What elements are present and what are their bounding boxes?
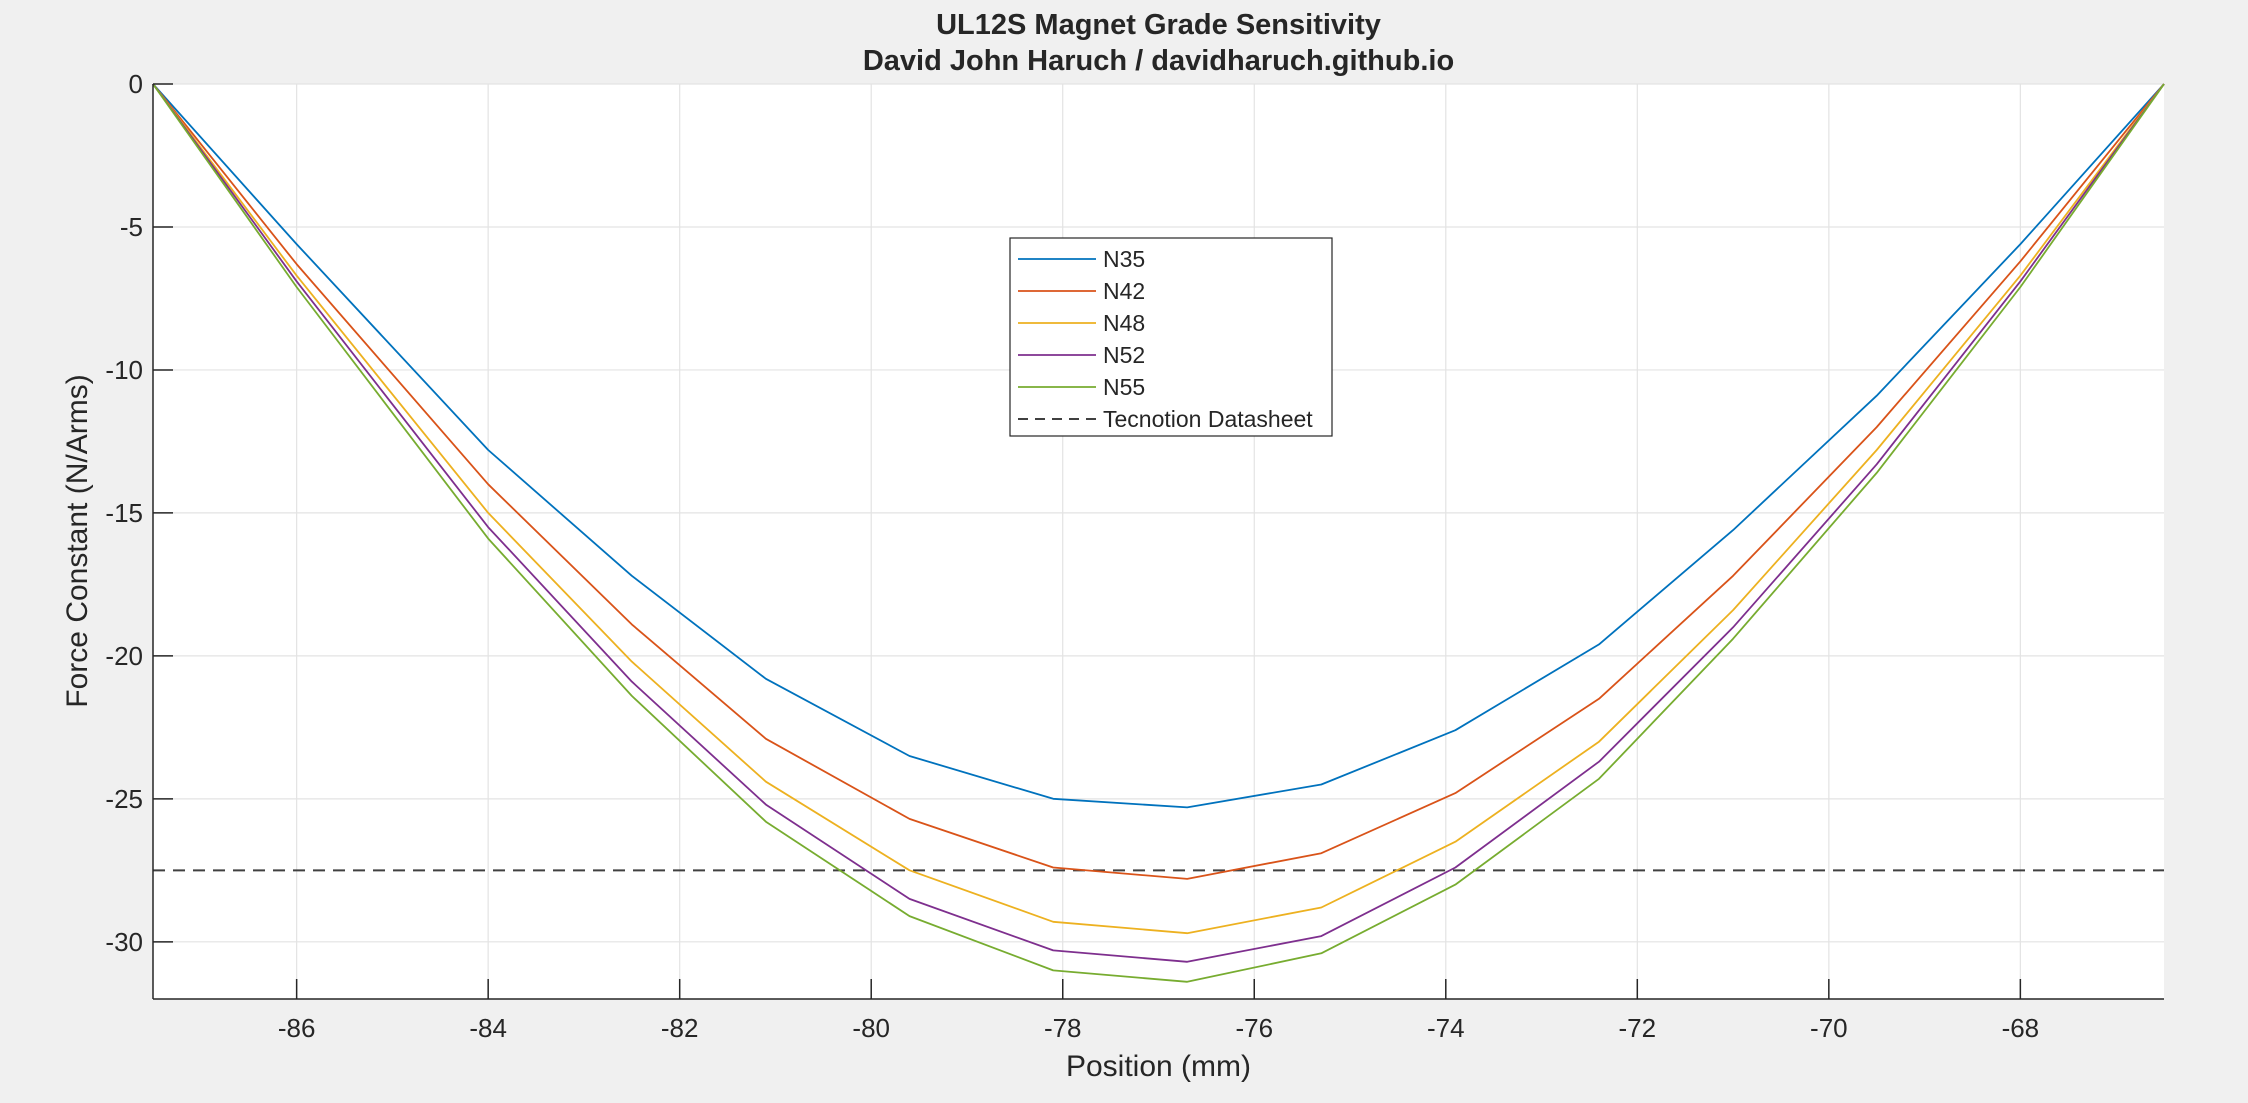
y-tick-label: -5 [120,212,143,242]
legend-label: N35 [1103,246,1145,272]
x-ticks: -86 -84 -82 -80 -78 -76 -74 -72 -70 -68 [278,979,2039,1043]
series-line-n52 [152,83,2165,963]
series-lines [152,83,2165,983]
series-line-n48 [152,83,2165,935]
series-line-n55 [152,83,2165,983]
y-axis-label: Force Constant (N/Arms) [61,374,94,707]
x-tick-label: -78 [1044,1013,1082,1043]
legend-label: N55 [1103,374,1145,400]
y-tick-label: -30 [105,927,143,957]
chart-title: UL12S Magnet Grade Sensitivity [936,9,1381,41]
y-tick-label: -20 [105,641,143,671]
y-tick-label: -10 [105,355,143,385]
chart-subtitle: David John Haruch / davidharuch.github.i… [863,45,1454,77]
series-line-n35 [152,83,2165,809]
x-tick-label: -82 [661,1013,699,1043]
x-tick-label: -72 [1619,1013,1657,1043]
legend-label: N48 [1103,310,1145,336]
x-tick-label: -84 [469,1013,507,1043]
x-tick-label: -86 [278,1013,316,1043]
y-tick-label: -25 [105,784,143,814]
x-tick-label: -80 [852,1013,890,1043]
y-tick-label: -15 [105,498,143,528]
legend-label: Tecnotion Datasheet [1103,406,1313,432]
y-ticks: 0 -5 -10 -15 -20 -25 -30 [105,69,173,957]
series-line-n42 [152,83,2165,880]
plot-area [153,84,2164,999]
y-tick-label: 0 [129,69,143,99]
x-tick-label: -74 [1427,1013,1465,1043]
legend-label: N42 [1103,278,1145,304]
legend: N35 N42 N48 N52 N55 Tecnotion Datasheet [1009,237,1333,437]
legend-label: N52 [1103,342,1145,368]
x-axis-label: Position (mm) [1066,1050,1251,1083]
x-tick-label: -70 [1810,1013,1848,1043]
x-tick-label: -76 [1235,1013,1273,1043]
x-tick-label: -68 [2002,1013,2040,1043]
legend-box [1009,237,1333,437]
